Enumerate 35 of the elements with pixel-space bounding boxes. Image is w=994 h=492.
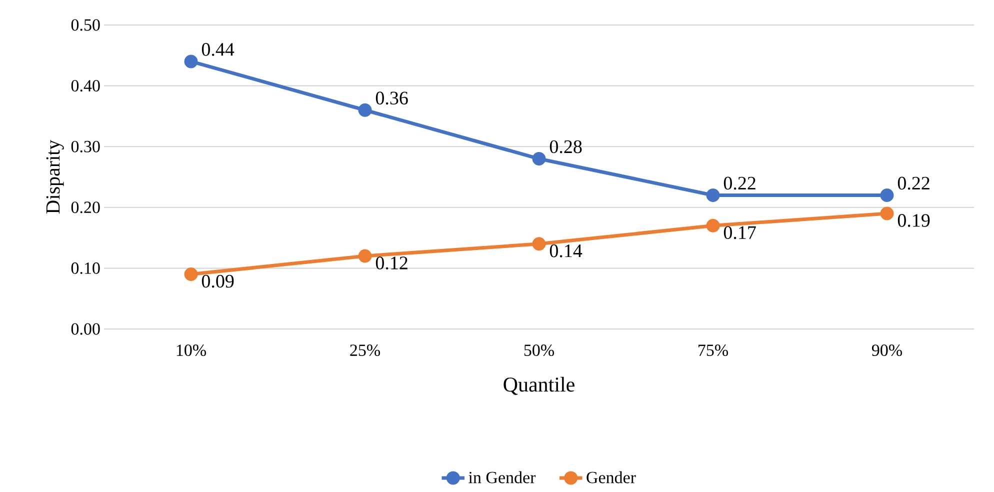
y-tick-label: 0.10 <box>71 262 100 274</box>
x-tick-label: 25% <box>350 344 380 356</box>
data-label: 0.44 <box>202 43 234 56</box>
y-tick-label: 0.40 <box>71 80 100 92</box>
data-label: 0.28 <box>550 140 582 154</box>
y-tick-label: 0.50 <box>71 19 100 31</box>
data-label: 0.14 <box>550 244 582 258</box>
point <box>358 103 372 117</box>
x-axis-title: Quantile <box>504 376 574 395</box>
data-label: 0.22 <box>724 176 756 190</box>
data-label: 0.19 <box>898 214 930 227</box>
point <box>706 188 720 202</box>
data-label: 0.22 <box>898 176 930 190</box>
point <box>880 206 894 220</box>
y-axis-title: Disparity <box>46 140 64 214</box>
legend-label: Gender <box>586 471 636 484</box>
x-tick-label: 50% <box>524 344 554 356</box>
point <box>880 188 894 202</box>
point <box>358 249 372 263</box>
x-tick-label: 75% <box>698 344 728 356</box>
y-tick-label: 0.20 <box>71 202 100 214</box>
x-tick-label: 90% <box>872 344 902 356</box>
x-tick-label: 10% <box>176 344 206 356</box>
legend-label: in Gender <box>468 471 536 484</box>
data-label: 0.36 <box>376 92 408 105</box>
data-label: 0.17 <box>724 226 756 240</box>
data-label: 0.12 <box>376 256 408 270</box>
y-tick-label: 0.30 <box>71 140 100 152</box>
point <box>532 152 546 166</box>
point <box>532 237 546 251</box>
point <box>706 218 720 232</box>
data-label: 0.09 <box>202 274 234 288</box>
point <box>184 54 198 68</box>
y-tick-label: 0.00 <box>71 323 100 335</box>
point <box>184 268 198 282</box>
